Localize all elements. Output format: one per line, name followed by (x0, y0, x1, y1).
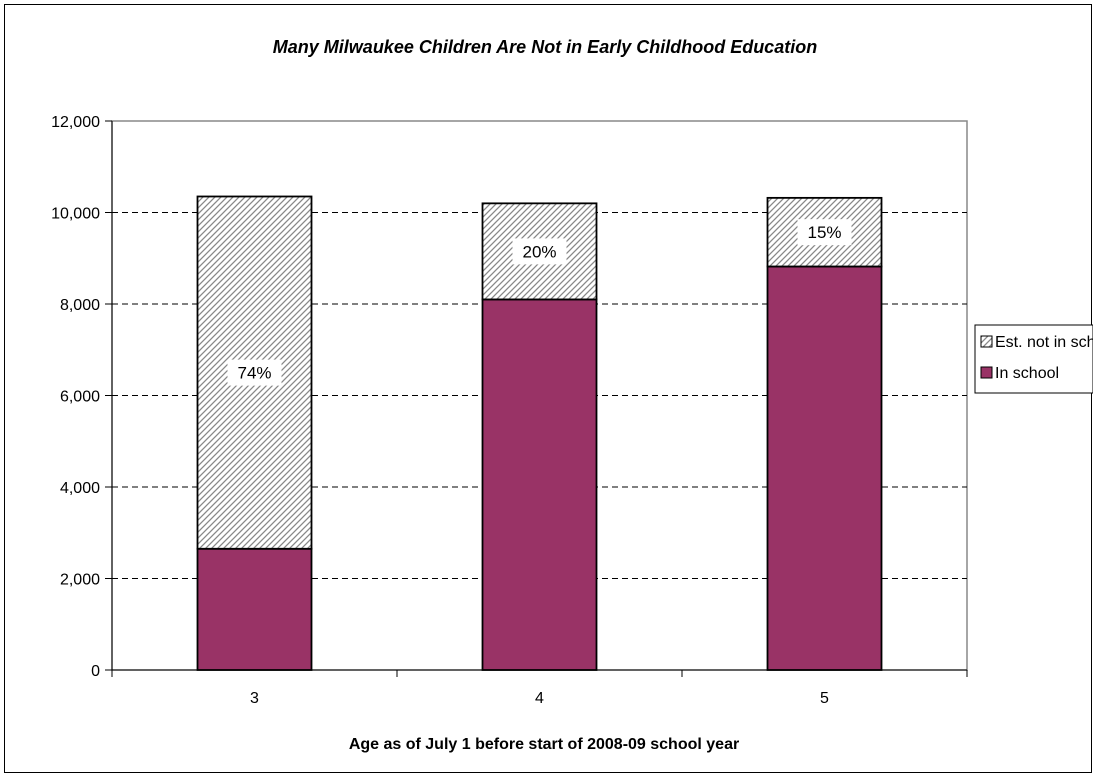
y-tick-label: 2,000 (60, 572, 100, 589)
data-label: 20% (522, 242, 556, 261)
x-tick-label: 3 (250, 690, 259, 707)
data-label-bg (512, 238, 567, 265)
legend-swatch (980, 335, 993, 348)
chart-title: Many Milwaukee Children Are Not in Early… (273, 37, 817, 57)
y-tick-label: 8,000 (60, 297, 100, 314)
x-tick-label: 5 (820, 690, 829, 707)
stacked-bar-chart: Many Milwaukee Children Are Not in Early… (51, 37, 1093, 753)
legend: Est. not in school In school (974, 324, 1093, 394)
y-tick-label: 6,000 (60, 389, 100, 406)
legend-swatch (980, 366, 993, 379)
y-tick-label: 0 (91, 663, 100, 680)
legend-entry-label: In school (995, 365, 1059, 382)
chart-frame: Many Milwaukee Children Are Not in Early… (4, 4, 1093, 773)
data-label-bg (227, 359, 282, 386)
x-tick-label: 4 (535, 690, 544, 707)
legend-entry-label: Est. not in school (995, 334, 1093, 351)
bar-in-school (196, 547, 313, 671)
y-tick-label: 12,000 (51, 114, 100, 131)
bar-in-school (481, 298, 598, 671)
data-label-bg (797, 219, 852, 246)
plot-area: 0 2,000 4,000 6,000 8,000 10,000 12,000 74% 3 20%… (51, 114, 968, 707)
bar-in-school (766, 265, 883, 671)
y-tick-label: 4,000 (60, 480, 100, 497)
y-tick-label: 10,000 (51, 206, 100, 223)
data-label: 74% (237, 364, 271, 383)
x-axis-label: Age as of July 1 before start of 2008-09… (349, 736, 739, 753)
data-label: 15% (807, 223, 841, 242)
legend-box (974, 324, 1093, 394)
bar-not-in-school (196, 195, 313, 550)
